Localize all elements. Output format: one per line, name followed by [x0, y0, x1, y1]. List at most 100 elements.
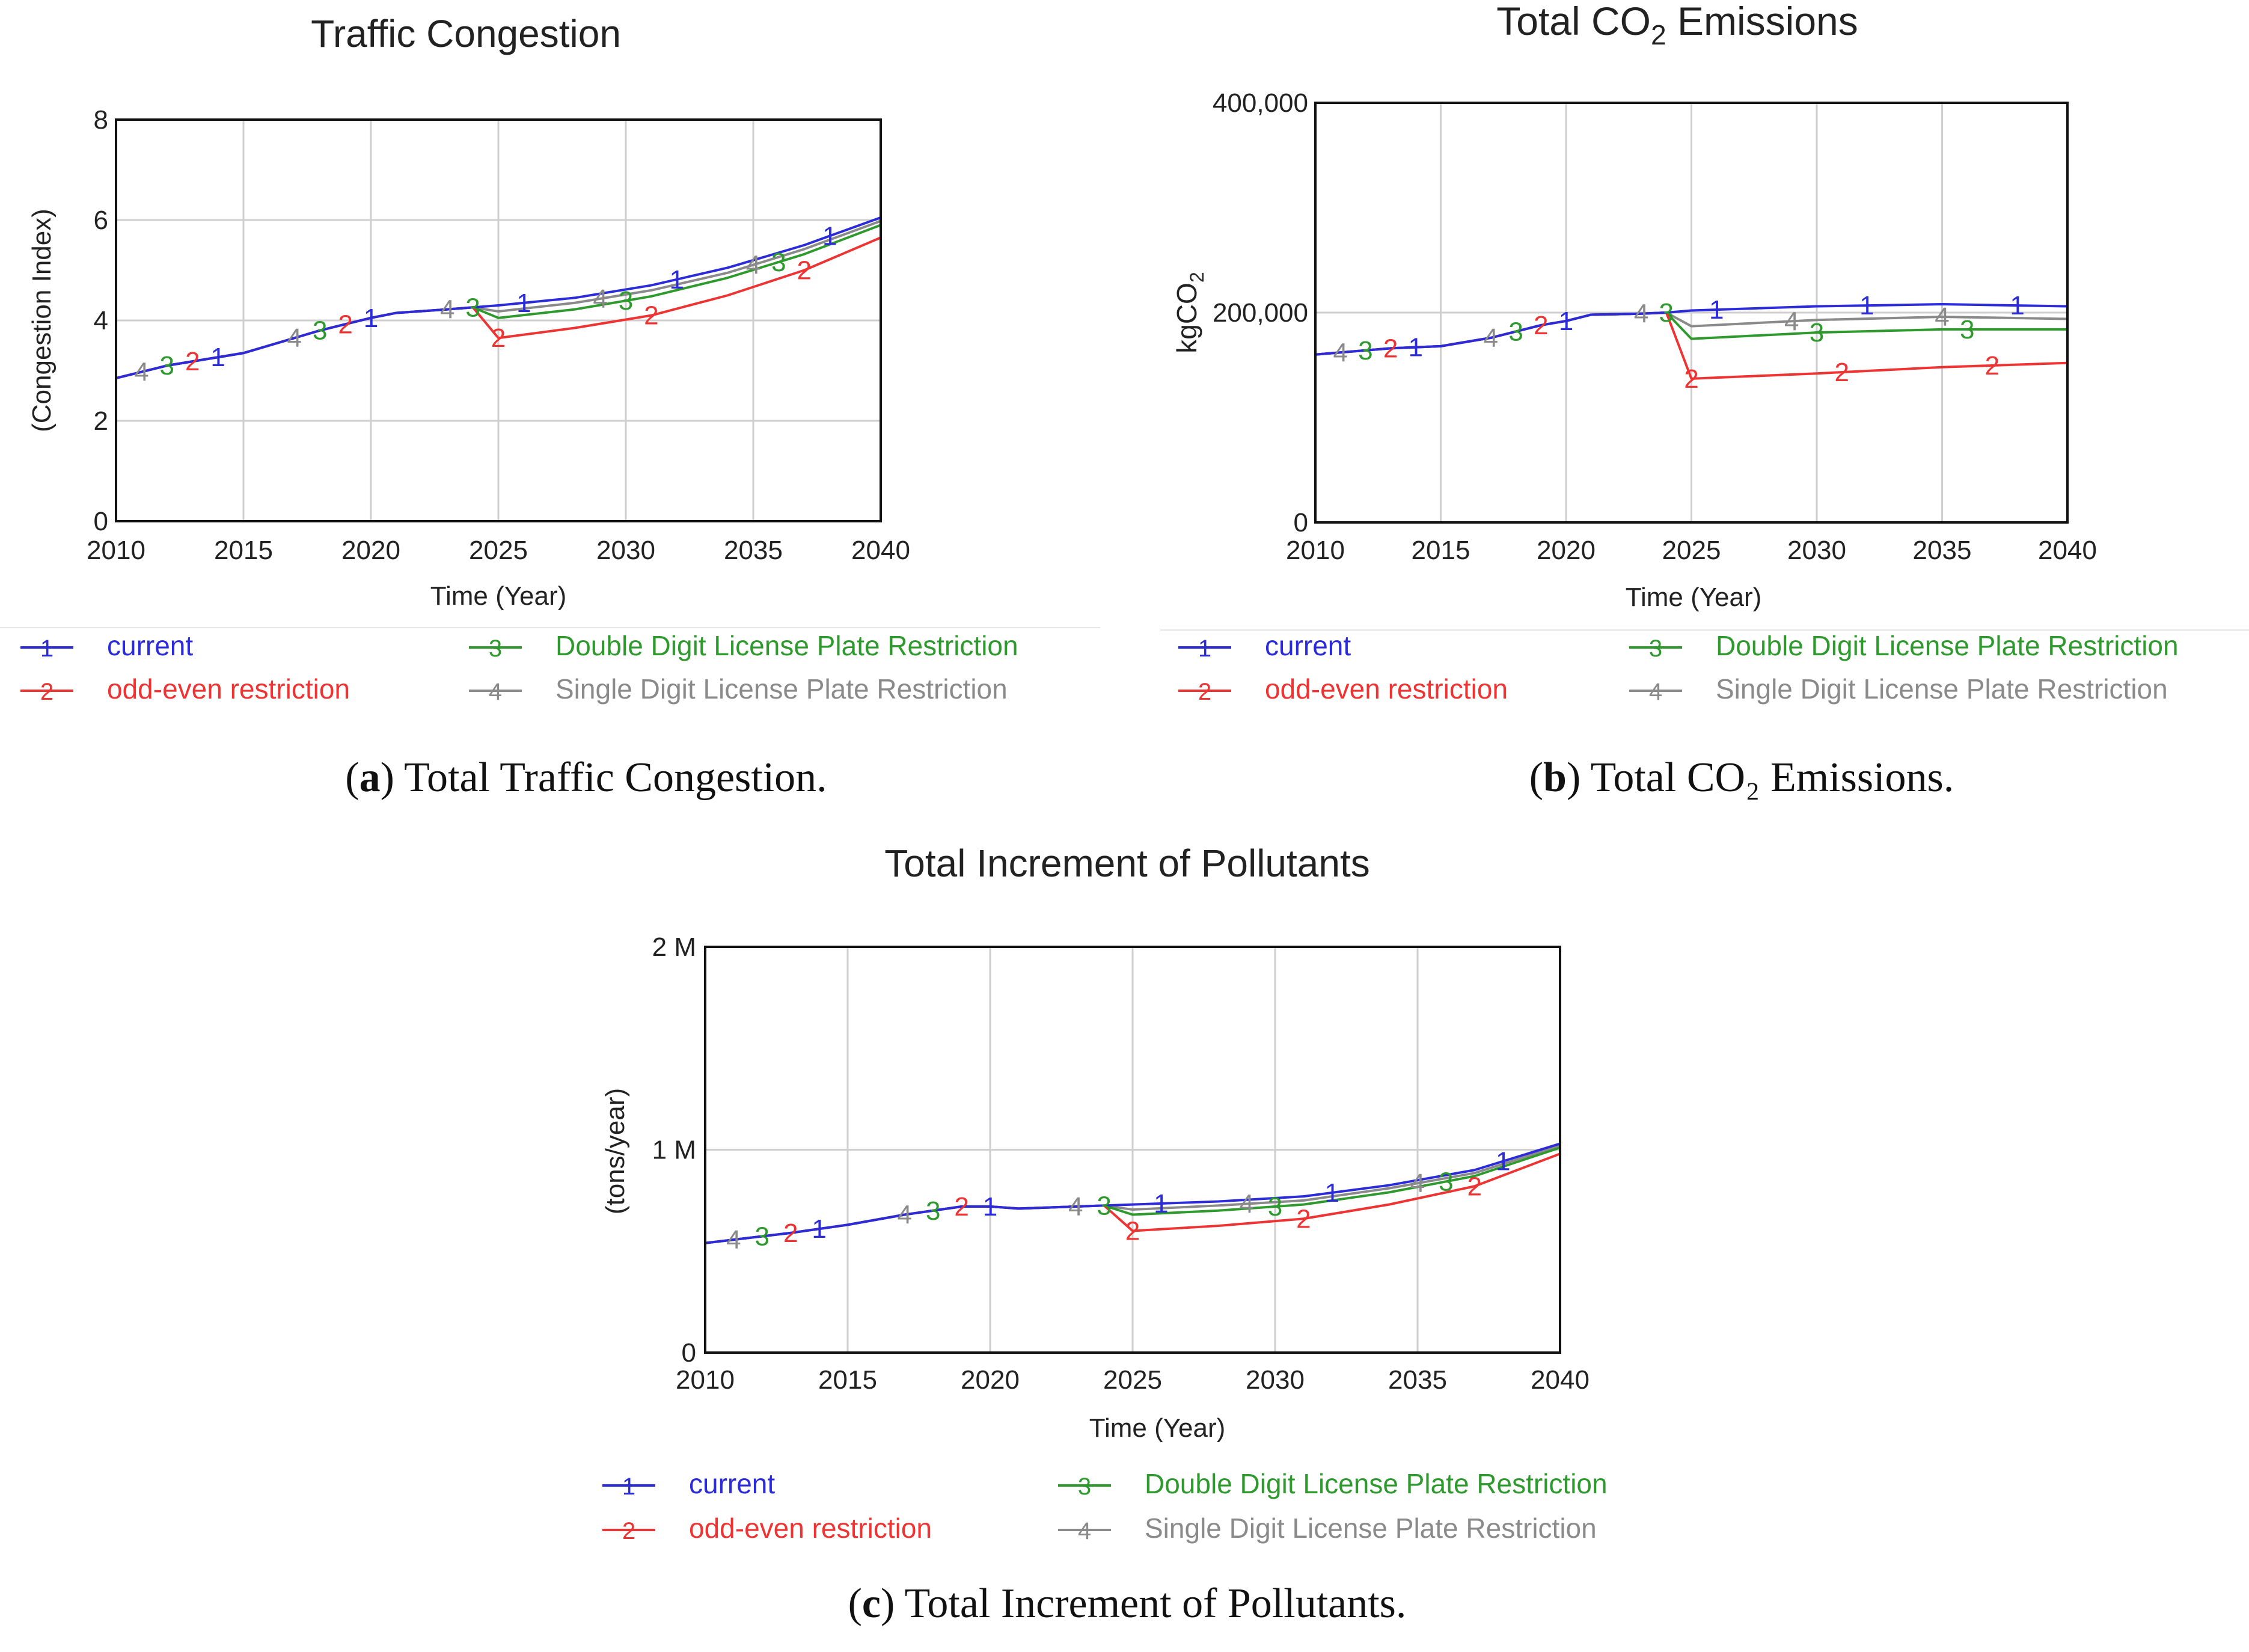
series-marker-2: 2	[1467, 1172, 1482, 1201]
series-marker-3: 3	[313, 316, 327, 346]
legend-item-2: 2 odd-even restriction	[1178, 673, 1508, 705]
series-marker-4: 4	[1068, 1192, 1083, 1222]
y-tick-label: 1 M	[652, 1136, 696, 1165]
series-marker-1: 1	[812, 1214, 826, 1244]
y-tick-label: 2 M	[652, 932, 696, 962]
legend-marker: 4	[1078, 1518, 1091, 1544]
caption-label: c	[862, 1580, 881, 1627]
series-marker-3: 3	[1097, 1191, 1111, 1220]
series-marker-2: 2	[1834, 358, 1849, 387]
legend-label: current	[1265, 630, 1351, 661]
series-marker-2: 2	[1985, 351, 2000, 381]
series-line-1	[705, 1142, 1561, 1244]
x-tick-label: 2030	[1246, 1365, 1305, 1395]
series-marker-2: 2	[1383, 334, 1398, 363]
legend-marker: 2	[40, 679, 54, 705]
x-tick-label: 2015	[214, 536, 273, 565]
series-marker-1: 1	[364, 304, 378, 333]
x-tick-label: 2030	[1787, 536, 1846, 565]
legend-marker: 3	[489, 635, 502, 662]
series-marker-4: 4	[1333, 338, 1347, 367]
chart-title: Total Increment of Pollutants	[884, 842, 1370, 885]
y-axis-label-subscript: 2	[1186, 272, 1208, 283]
x-tick-label: 2015	[818, 1365, 877, 1395]
caption-paren-close: )	[1567, 754, 1591, 801]
series-marker-3: 3	[1659, 298, 1674, 328]
panel-caption: (b) Total CO₂ Emissions.	[1529, 754, 1954, 801]
y-tick-label: 400,000	[1213, 88, 1308, 118]
caption-paren-close: )	[381, 754, 405, 801]
legend-label: odd-even restriction	[1265, 673, 1508, 705]
series-marker-2: 2	[185, 347, 200, 376]
series-marker-1: 1	[983, 1192, 997, 1222]
series-marker-2: 2	[783, 1219, 798, 1248]
panel-caption: (c) Total Increment of Pollutants.	[848, 1580, 1407, 1627]
y-tick-label: 0	[682, 1338, 696, 1368]
x-tick-label: 2025	[1662, 536, 1721, 565]
legend: 1 current 2 odd-even restriction 3 Double Dig…	[602, 1468, 1608, 1544]
series-marker-4: 4	[134, 358, 148, 387]
y-tick-label: 4	[94, 306, 108, 335]
series-marker-3: 3	[1960, 315, 1974, 344]
legend-item-2: 2 odd-even restriction	[602, 1513, 932, 1544]
x-tick-label: 2015	[1412, 536, 1470, 565]
legend-marker: 4	[489, 679, 502, 705]
legend-label: current	[107, 630, 193, 661]
legend-item-4: 4 Single Digit License Plate Restriction	[1058, 1513, 1597, 1544]
series-marker-2: 2	[338, 310, 352, 339]
series-marker-4: 4	[726, 1225, 741, 1255]
series-marker-2: 2	[1296, 1204, 1311, 1234]
series-marker-1: 1	[2010, 291, 2024, 320]
x-tick-label: 2040	[851, 536, 910, 565]
x-tick-label: 2035	[1913, 536, 1972, 565]
chart-title-subscript: 2	[1651, 19, 1666, 50]
x-tick-label: 2020	[341, 536, 400, 565]
x-tick-label: 2010	[1286, 536, 1345, 565]
x-tick-label: 2010	[87, 536, 145, 565]
series-marker-3: 3	[1810, 318, 1824, 347]
caption-label: a	[360, 754, 381, 801]
legend-item-3: 3 Double Digit License Plate Restriction	[1629, 630, 2179, 662]
series-lines	[1315, 303, 2068, 380]
x-tick-label: 2020	[961, 1365, 1020, 1395]
caption-paren-open: (	[345, 754, 359, 801]
series-marker-2: 2	[797, 256, 812, 286]
series-marker-4: 4	[593, 284, 607, 314]
series-marker-4: 4	[1784, 307, 1799, 336]
legend-marker: 1	[1198, 635, 1211, 662]
series-marker-3: 3	[926, 1196, 940, 1226]
legend-item-4: 4 Single Digit License Plate Restriction	[469, 673, 1008, 705]
series-marker-1: 1	[1496, 1147, 1510, 1176]
series-marker-3: 3	[1358, 336, 1372, 366]
legend-marker: 4	[1649, 679, 1662, 705]
series-marker-3: 3	[160, 351, 174, 381]
series-marker-4: 4	[746, 251, 760, 280]
legend-marker: 1	[622, 1473, 635, 1500]
legend-label: odd-even restriction	[689, 1513, 932, 1544]
y-tick-label: 0	[94, 507, 108, 536]
series-line-1	[115, 216, 881, 379]
series-marker-1: 1	[822, 221, 837, 251]
x-tick-label: 2020	[1537, 536, 1596, 565]
caption-text: Total Increment of Pollutants.	[905, 1580, 1407, 1627]
series-marker-1: 1	[1409, 333, 1423, 363]
legend-label: Single Digit License Plate Restriction	[1145, 1513, 1597, 1544]
legend-label: Double Digit License Plate Restriction	[1716, 630, 2179, 661]
x-tick-label: 2040	[1531, 1365, 1590, 1395]
x-tick-label: 2035	[1388, 1365, 1447, 1395]
legend-item-3: 3 Double Digit License Plate Restriction	[1058, 1468, 1608, 1500]
plot-frame	[115, 118, 882, 522]
legend-label: Single Digit License Plate Restriction	[1716, 673, 2168, 705]
series-marker-4: 4	[1410, 1169, 1425, 1198]
grid	[1314, 102, 2069, 524]
series-marker-3: 3	[465, 293, 480, 322]
series-marker-3: 3	[755, 1222, 770, 1252]
x-tick-label: 2025	[1103, 1365, 1162, 1395]
series-marker-1: 1	[1154, 1189, 1168, 1219]
caption-paren-open: (	[848, 1580, 862, 1627]
series-marker-4: 4	[1239, 1190, 1253, 1219]
